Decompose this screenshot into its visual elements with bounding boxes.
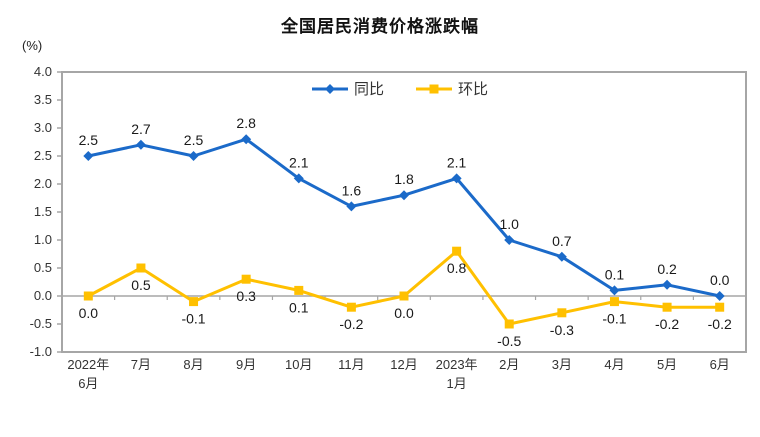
data-point-label: 0.8 bbox=[447, 260, 467, 276]
x-axis-category-label: 2月 bbox=[499, 357, 519, 372]
data-point-marker bbox=[609, 297, 619, 307]
data-point-marker bbox=[399, 190, 409, 201]
data-point-marker bbox=[556, 251, 567, 262]
data-point-label: 0.0 bbox=[79, 305, 99, 321]
data-point-label: 0.1 bbox=[605, 266, 625, 282]
data-point-label: 1.6 bbox=[342, 182, 362, 198]
y-axis-tick-label: 4.0 bbox=[34, 64, 52, 79]
data-point-label: 0.1 bbox=[289, 299, 309, 315]
x-axis-category-label: 9月 bbox=[236, 357, 256, 372]
y-axis-tick-label: 0.0 bbox=[34, 288, 52, 303]
y-axis-tick-label: -0.5 bbox=[30, 316, 52, 331]
data-point-marker bbox=[189, 297, 199, 307]
data-point-marker bbox=[135, 139, 146, 150]
y-axis-tick-label: 1.5 bbox=[34, 204, 52, 219]
data-point-marker bbox=[451, 173, 462, 184]
x-axis-category-label: 1月 bbox=[446, 376, 466, 391]
y-axis-tick-label: 2.0 bbox=[34, 176, 52, 191]
data-point-label: 0.0 bbox=[710, 272, 730, 288]
data-point-marker bbox=[609, 285, 620, 296]
data-point-label: 0.0 bbox=[394, 305, 414, 321]
data-point-label: 2.5 bbox=[79, 132, 99, 148]
x-axis-category-label: 8月 bbox=[183, 357, 203, 372]
data-point-label: -0.2 bbox=[339, 316, 363, 332]
data-point-marker bbox=[293, 173, 304, 184]
legend-label: 环比 bbox=[458, 81, 488, 98]
data-point-label: -0.5 bbox=[497, 333, 521, 349]
data-point-label: 2.7 bbox=[131, 121, 151, 137]
y-axis-tick-label: -1.0 bbox=[30, 344, 52, 359]
y-axis-tick-label: 0.5 bbox=[34, 260, 52, 275]
data-point-label: 0.5 bbox=[131, 277, 151, 293]
y-axis-tick-label: 1.0 bbox=[34, 232, 52, 247]
data-point-marker bbox=[504, 319, 514, 329]
data-point-label: 0.7 bbox=[552, 233, 572, 249]
data-point-marker bbox=[714, 291, 725, 301]
data-point-label: 0.3 bbox=[236, 288, 256, 304]
data-point-marker bbox=[83, 151, 94, 161]
y-axis-unit-label: (%) bbox=[22, 38, 43, 53]
y-axis-tick-label: 3.0 bbox=[34, 120, 52, 135]
data-point-marker bbox=[136, 263, 146, 273]
y-axis-tick-label: 2.5 bbox=[34, 148, 52, 163]
data-point-marker bbox=[504, 235, 515, 245]
x-axis-category-label: 2023年 bbox=[436, 357, 478, 372]
x-axis-category-label: 12月 bbox=[390, 357, 417, 372]
data-point-label: 0.2 bbox=[657, 261, 677, 277]
x-axis-category-label: 3月 bbox=[552, 357, 572, 372]
data-point-label: 1.8 bbox=[394, 171, 414, 187]
data-point-marker bbox=[346, 302, 356, 312]
data-point-label: 2.5 bbox=[184, 132, 204, 148]
y-axis-tick-label: 3.5 bbox=[34, 92, 52, 107]
legend-marker bbox=[429, 84, 439, 94]
data-point-label: -0.1 bbox=[181, 311, 205, 327]
data-point-marker bbox=[294, 285, 304, 295]
data-point-label: 2.8 bbox=[236, 115, 256, 131]
data-point-marker bbox=[188, 151, 199, 161]
data-point-marker bbox=[662, 279, 673, 290]
data-point-marker bbox=[452, 246, 462, 256]
data-point-label: 2.1 bbox=[447, 154, 467, 170]
legend-marker bbox=[325, 84, 335, 94]
data-point-marker bbox=[241, 274, 251, 284]
data-point-label: -0.1 bbox=[602, 311, 626, 327]
data-point-marker bbox=[399, 291, 409, 301]
data-point-marker bbox=[557, 308, 567, 318]
data-point-marker bbox=[83, 291, 93, 301]
data-point-label: 2.1 bbox=[289, 154, 309, 170]
data-point-label: -0.2 bbox=[708, 316, 732, 332]
data-point-marker bbox=[662, 302, 672, 312]
data-point-marker bbox=[715, 302, 725, 312]
chart-title: 全国居民消费价格涨跌幅 bbox=[281, 17, 479, 36]
x-axis-category-label: 10月 bbox=[285, 357, 312, 372]
series-line-tongbi bbox=[87, 137, 721, 298]
data-point-label: -0.3 bbox=[550, 322, 574, 338]
data-point-label: -0.2 bbox=[655, 316, 679, 332]
x-axis-category-label: 5月 bbox=[657, 357, 677, 372]
x-axis-category-label: 11月 bbox=[338, 357, 365, 372]
x-axis-category-label: 7月 bbox=[131, 357, 151, 372]
x-axis-category-label: 6月 bbox=[78, 376, 98, 391]
legend-label: 同比 bbox=[354, 81, 384, 98]
data-point-marker bbox=[346, 201, 357, 212]
data-point-marker bbox=[241, 134, 252, 145]
data-point-label: 1.0 bbox=[499, 216, 519, 232]
x-axis-category-label: 2022年 bbox=[67, 357, 109, 372]
x-axis-category-label: 6月 bbox=[710, 357, 730, 372]
x-axis-category-label: 4月 bbox=[604, 357, 624, 372]
